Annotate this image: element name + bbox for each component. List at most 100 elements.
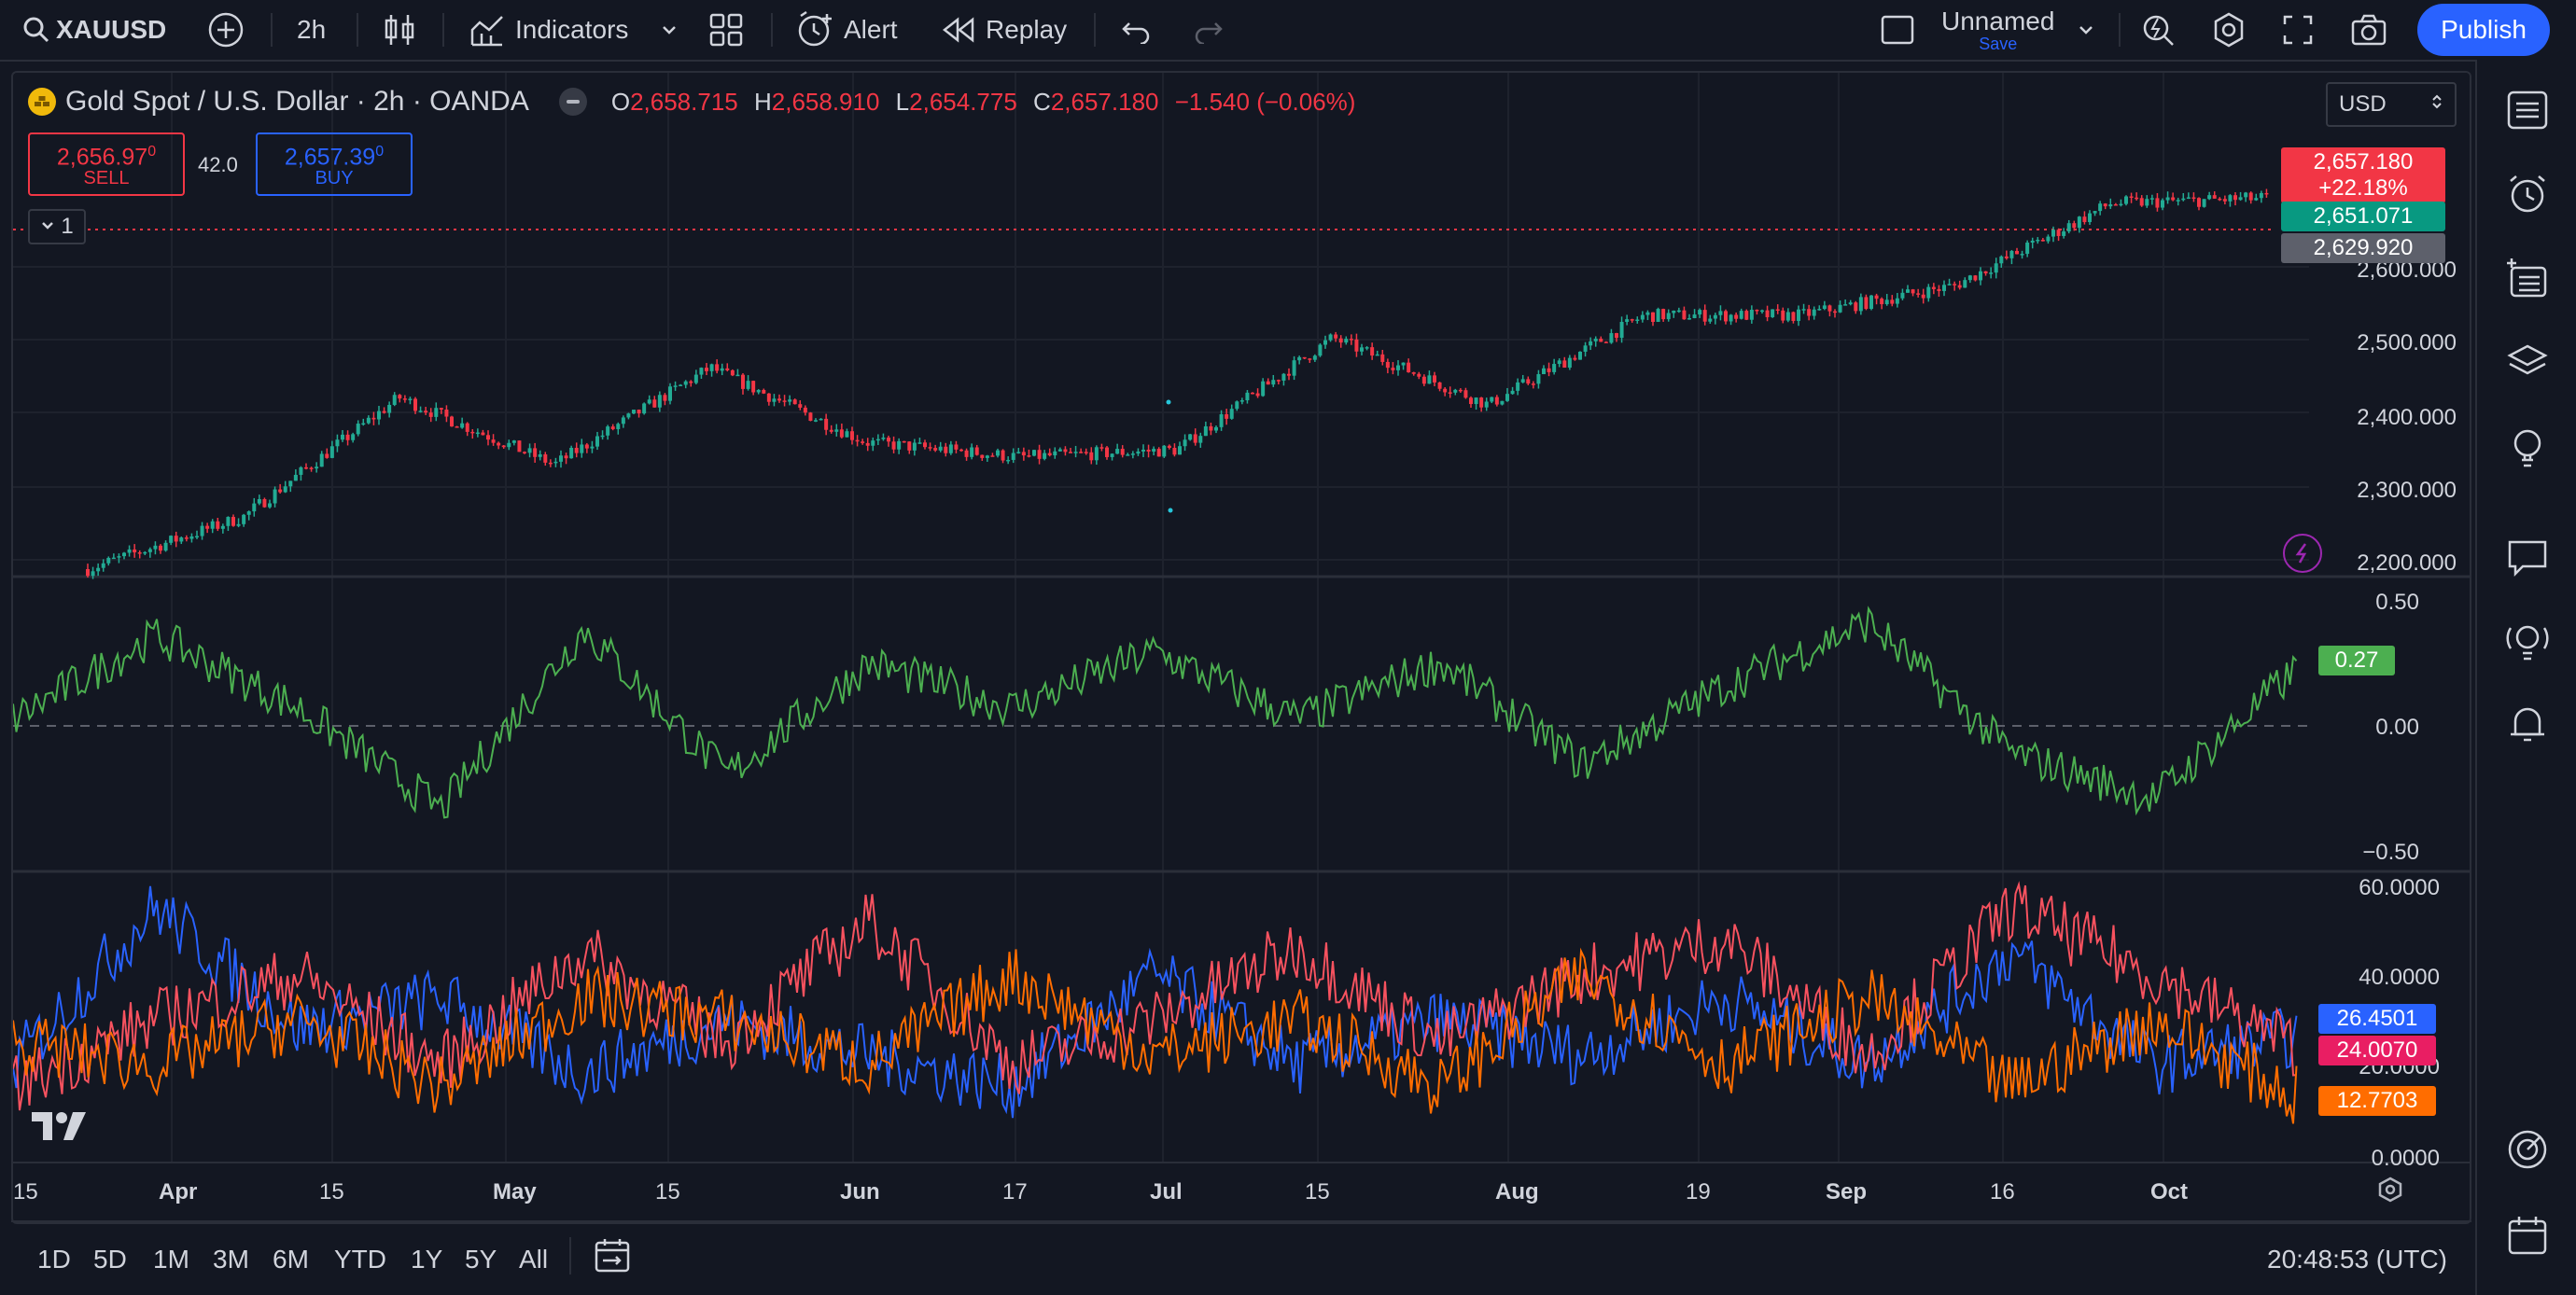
fullscreen-icon [2281, 13, 2315, 47]
layout-menu-dropdown[interactable] [2076, 0, 2096, 60]
chart-type-button[interactable] [383, 0, 416, 60]
candle-body [1552, 364, 1557, 372]
interval-button[interactable]: 2h [297, 0, 326, 60]
watchlist-toggle[interactable] [1880, 0, 1915, 60]
candle-body [1120, 449, 1125, 455]
tradingview-logo[interactable] [32, 1110, 91, 1147]
price-axis-label: 2,200.000 [2357, 550, 2457, 576]
publish-label: Publish [2441, 15, 2527, 44]
candle-body [1287, 373, 1291, 376]
buy-button[interactable]: 2,657.390 BUY [256, 132, 413, 196]
dom-button[interactable] [2501, 1125, 2554, 1177]
candle-body [756, 389, 761, 393]
snapshot-button[interactable] [2350, 0, 2387, 60]
osc-axis-label: −0.50 [2362, 840, 2419, 865]
symbol-search-button[interactable]: XAUUSD [22, 0, 166, 60]
go-to-date-button[interactable] [594, 1237, 631, 1279]
legend-toggle-button[interactable] [558, 88, 587, 116]
range-button-ytd[interactable]: YTD [334, 1245, 386, 1274]
watchlist-button[interactable] [2501, 86, 2554, 138]
settings-button[interactable] [2210, 0, 2247, 60]
candle-body [153, 545, 158, 550]
low-label: L [895, 87, 910, 116]
list-add-icon [2506, 257, 2549, 304]
range-button-3m[interactable]: 3M [213, 1245, 249, 1274]
candle-body [189, 536, 194, 539]
range-button-1d[interactable]: 1D [37, 1245, 71, 1274]
chart-area[interactable]: Gold Spot / U.S. Dollar · 2h · OANDA O2,… [11, 71, 2471, 1224]
sell-button[interactable]: 2,656.970 SELL [28, 132, 185, 196]
candle-body [933, 448, 938, 451]
candle-body [1510, 390, 1515, 395]
adx-line [13, 947, 2298, 1124]
candle-body [481, 432, 485, 436]
candle-body [1676, 310, 1681, 313]
publish-button[interactable]: Publish [2417, 4, 2550, 56]
calendar-button[interactable] [2501, 1211, 2554, 1263]
object-tree-button[interactable] [2501, 254, 2554, 306]
spread-value: 42.0 [198, 153, 238, 176]
candle-body [679, 384, 683, 386]
plus-di-line [13, 885, 2298, 1119]
replay-button[interactable]: Replay [941, 0, 1067, 60]
candle-body [1198, 436, 1203, 443]
range-button-5d[interactable]: 5D [93, 1245, 127, 1274]
candle-body [902, 440, 906, 443]
ideas-button[interactable] [2501, 424, 2554, 476]
candle-body [1827, 305, 1832, 312]
candle-body [1152, 449, 1156, 453]
candle-body [1520, 379, 1525, 383]
candle-body [715, 364, 720, 371]
candle-body [803, 407, 807, 413]
candle-body [990, 455, 995, 457]
lightning-marker-icon[interactable] [2283, 534, 2322, 573]
range-button-1m[interactable]: 1M [153, 1245, 189, 1274]
range-button-all[interactable]: All [519, 1245, 549, 1274]
layout-name-button[interactable]: Unnamed Save [1941, 0, 2054, 60]
indicators-button[interactable]: Indicators [469, 0, 628, 60]
notifications-button[interactable] [2501, 700, 2554, 752]
range-button-1y[interactable]: 1Y [411, 1245, 443, 1274]
quick-search-button[interactable] [2139, 0, 2177, 60]
candle-body [819, 418, 823, 421]
candle-body [1312, 355, 1317, 360]
candle-body [111, 557, 116, 560]
candle-body [954, 444, 959, 450]
candle-body [220, 525, 225, 529]
layouts-button[interactable] [707, 0, 745, 60]
candle-body [1417, 373, 1421, 377]
candle-body [2212, 195, 2217, 199]
time-axis-settings-button[interactable] [2376, 1176, 2404, 1208]
candle-body [2119, 203, 2123, 206]
streams-button[interactable] [2501, 618, 2554, 670]
candle-body [1094, 447, 1099, 461]
chats-button[interactable] [2501, 534, 2554, 586]
candle-body [996, 450, 1000, 456]
indicators-collapse-button[interactable]: 1 [28, 209, 86, 244]
candle-body [2124, 196, 2128, 204]
compare-add-button[interactable] [207, 0, 245, 60]
close-label: C [1033, 87, 1051, 116]
camera-icon [2350, 13, 2387, 47]
range-button-6m[interactable]: 6M [273, 1245, 309, 1274]
fullscreen-button[interactable] [2281, 0, 2315, 60]
candle-body [450, 416, 454, 427]
indicators-label: Indicators [515, 15, 629, 44]
indicators-dropdown[interactable] [659, 0, 679, 60]
candle-body [1880, 299, 1884, 305]
candle-body [511, 440, 516, 443]
currency-select[interactable]: USD [2326, 82, 2457, 127]
candle-body [1937, 288, 1941, 291]
undo-button[interactable] [1120, 0, 1154, 60]
utc-clock[interactable]: 20:48:53 (UTC) [2267, 1245, 2447, 1274]
green-price-tag: 2,651.071 [2281, 202, 2445, 231]
candle-body [1099, 447, 1104, 449]
layers-button[interactable] [2501, 338, 2554, 390]
chart-canvas[interactable] [13, 73, 2470, 1222]
candle-body [1864, 297, 1869, 310]
candle-body [418, 411, 423, 412]
alerts-button[interactable] [2501, 170, 2554, 222]
redo-button[interactable] [1191, 0, 1225, 60]
alert-button[interactable]: Alert [795, 0, 898, 60]
range-button-5y[interactable]: 5Y [465, 1245, 497, 1274]
